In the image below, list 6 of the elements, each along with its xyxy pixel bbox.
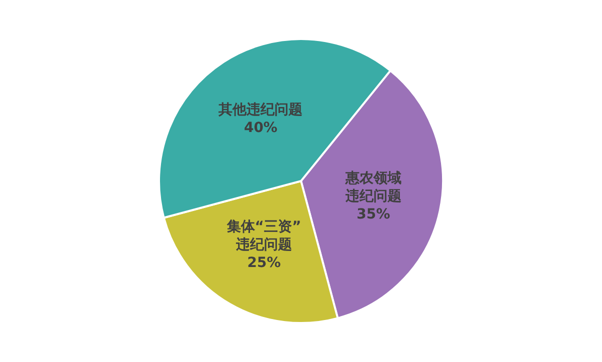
data-label: 25% (247, 255, 281, 272)
slice-label: 集体“三资”违纪问题 (226, 219, 302, 254)
data-label: 40% (244, 120, 278, 136)
slice-label: 其他违纪问题 (218, 102, 303, 118)
slice-label: 惠农领域违纪问题 (344, 170, 402, 204)
data-label: 35% (356, 206, 390, 222)
